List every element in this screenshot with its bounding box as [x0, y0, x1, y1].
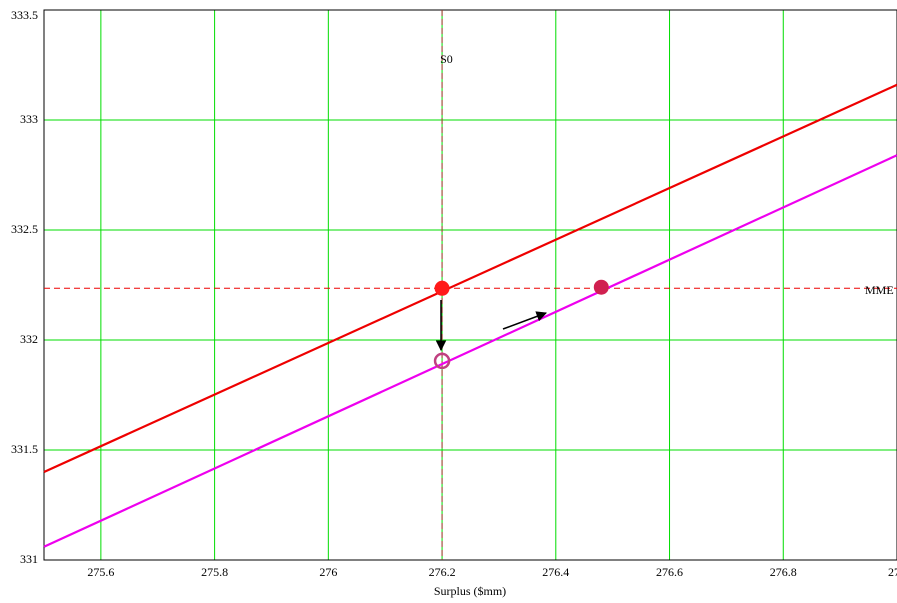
- reference-label: MME: [865, 283, 894, 297]
- x-tick-label: 276.8: [770, 565, 797, 579]
- plot-border: [43, 9, 897, 561]
- y-tick-label: 331.5: [11, 442, 38, 456]
- y-tick-label: 332: [20, 332, 38, 346]
- x-axis-label: Surplus ($mm): [434, 584, 506, 598]
- x-tick-label: 276.2: [429, 565, 456, 579]
- series-line: [43, 83, 897, 474]
- x-tick-label: 276.6: [656, 565, 683, 579]
- x-tick-label: 275.6: [87, 565, 114, 579]
- x-tick-label: 276: [319, 565, 337, 579]
- marker: [433, 352, 451, 370]
- reference-label: S0: [440, 52, 453, 66]
- y-tick-label: 331: [20, 552, 38, 566]
- x-tick-label: 276.4: [542, 565, 569, 579]
- marker: [593, 279, 609, 295]
- y-tick-label: 333: [20, 112, 38, 126]
- x-tick-label: 275.8: [201, 565, 228, 579]
- plot-area: 275.6 275.8 276 276.2 276.4 276.6 276.8 277 331 3…: [11, 8, 897, 579]
- arrow: [502, 311, 547, 330]
- marker: [434, 280, 450, 296]
- x-tick-label: 277: [888, 565, 897, 579]
- y-tick-label: 333.5: [11, 8, 38, 22]
- series-line: [43, 154, 897, 548]
- y-tick-label: 332.5: [11, 222, 38, 236]
